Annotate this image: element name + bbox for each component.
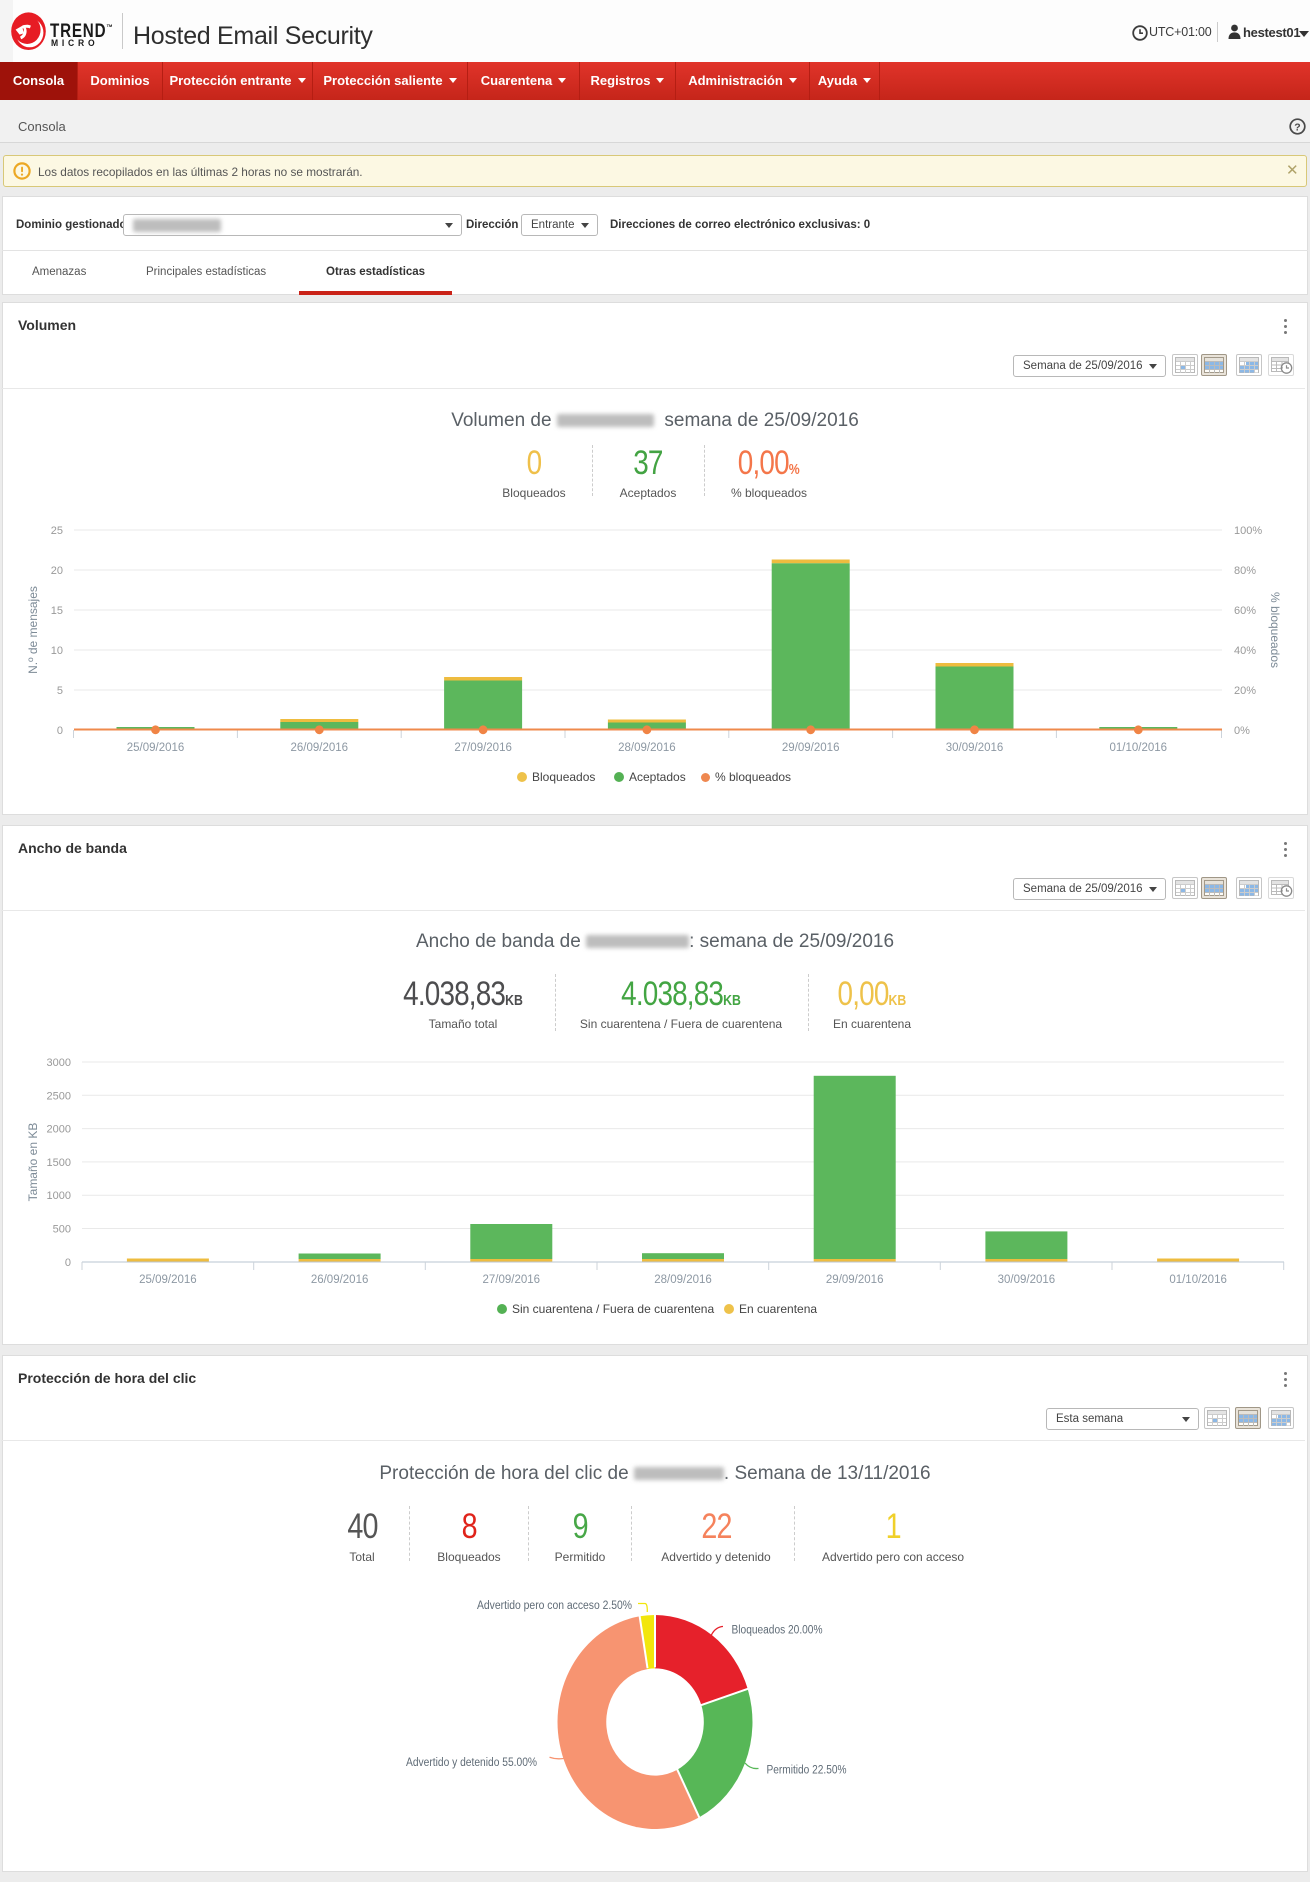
svg-text:15: 15	[51, 605, 63, 617]
svg-text:100%: 100%	[1234, 525, 1262, 537]
svg-text:Advertido y detenido 55.00%: Advertido y detenido 55.00%	[406, 1757, 537, 1769]
svg-text:0: 0	[57, 725, 63, 737]
svg-text:30/09/2016: 30/09/2016	[946, 742, 1004, 754]
svg-text:1500: 1500	[47, 1157, 71, 1169]
svg-text:1000: 1000	[47, 1190, 71, 1202]
svg-text:26/09/2016: 26/09/2016	[291, 742, 349, 754]
svg-text:20%: 20%	[1234, 685, 1256, 697]
svg-text:25/09/2016: 25/09/2016	[139, 1274, 197, 1286]
svg-text:?: ?	[1294, 121, 1300, 133]
svg-text:27/09/2016: 27/09/2016	[483, 1274, 541, 1286]
svg-text:25/09/2016: 25/09/2016	[127, 742, 185, 754]
svg-text:20: 20	[51, 565, 63, 577]
svg-text:% bloqueados: % bloqueados	[1268, 592, 1282, 668]
svg-text:29/09/2016: 29/09/2016	[782, 742, 840, 754]
svg-text:2000: 2000	[47, 1124, 71, 1136]
svg-text:10: 10	[51, 645, 63, 657]
svg-text:60%: 60%	[1234, 605, 1256, 617]
svg-text:5: 5	[57, 685, 63, 697]
svg-text:28/09/2016: 28/09/2016	[618, 742, 676, 754]
svg-text:0%: 0%	[1234, 725, 1250, 737]
svg-text:N.º de mensajes: N.º de mensajes	[26, 586, 40, 674]
svg-text:27/09/2016: 27/09/2016	[454, 742, 512, 754]
svg-text:30/09/2016: 30/09/2016	[998, 1274, 1056, 1286]
svg-text:01/10/2016: 01/10/2016	[1169, 1274, 1227, 1286]
svg-text:29/09/2016: 29/09/2016	[826, 1274, 884, 1286]
svg-text:Permitido 22.50%: Permitido 22.50%	[767, 1765, 847, 1777]
svg-text:Bloqueados 20.00%: Bloqueados 20.00%	[732, 1625, 823, 1637]
svg-text:80%: 80%	[1234, 565, 1256, 577]
svg-text:2500: 2500	[47, 1090, 71, 1102]
svg-text:0: 0	[65, 1257, 71, 1269]
svg-text:26/09/2016: 26/09/2016	[311, 1274, 369, 1286]
svg-text:28/09/2016: 28/09/2016	[654, 1274, 712, 1286]
svg-text:500: 500	[53, 1224, 71, 1236]
svg-text:25: 25	[51, 525, 63, 537]
svg-text:3000: 3000	[47, 1057, 71, 1069]
svg-text:Advertido pero con acceso 2.50: Advertido pero con acceso 2.50%	[477, 1600, 632, 1612]
svg-text:Tamaño en KB: Tamaño en KB	[26, 1123, 40, 1202]
svg-text:01/10/2016: 01/10/2016	[1110, 742, 1168, 754]
svg-text:40%: 40%	[1234, 645, 1256, 657]
